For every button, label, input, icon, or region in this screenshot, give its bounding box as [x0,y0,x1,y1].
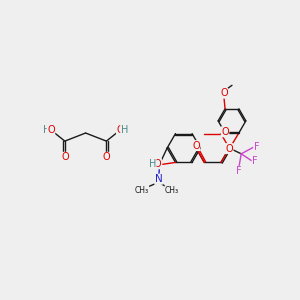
Text: H: H [121,124,128,135]
Text: H: H [43,124,50,135]
Text: F: F [236,167,242,176]
Text: N: N [155,174,163,184]
Text: O: O [221,127,229,137]
Text: CH₃: CH₃ [165,186,179,195]
Text: O: O [103,152,110,162]
Text: F: F [254,142,259,152]
Text: O: O [61,152,69,162]
Text: CH₃: CH₃ [135,186,149,195]
Text: H: H [149,159,156,169]
Text: O: O [192,141,200,151]
Text: O: O [47,124,55,135]
Text: O: O [154,159,161,169]
Text: O: O [220,88,228,98]
Text: O: O [225,144,233,154]
Text: F: F [252,156,258,166]
Text: O: O [116,124,124,135]
